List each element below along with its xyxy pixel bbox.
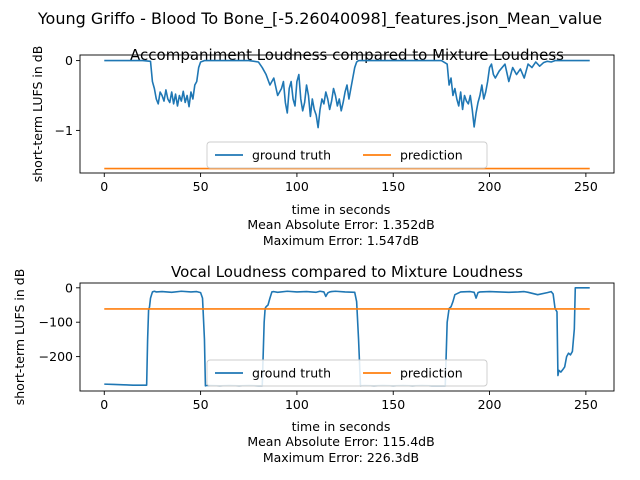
metric-text: Mean Absolute Error: 1.352dB	[247, 217, 434, 232]
x-tick-label: 250	[574, 397, 598, 412]
metric-text: Maximum Error: 1.547dB	[263, 233, 419, 248]
y-tick-label: −200	[39, 349, 73, 364]
x-tick-label: 150	[381, 179, 405, 194]
legend-label: prediction	[400, 148, 463, 163]
legend-label: prediction	[400, 366, 463, 381]
x-tick-label: 100	[285, 179, 309, 194]
x-axis-label: time in seconds	[292, 202, 391, 217]
metric-text: Mean Absolute Error: 115.4dB	[247, 434, 434, 449]
subplot-2: Vocal Loudness compared to Mixture Loudn…	[12, 263, 615, 465]
x-tick-label: 0	[100, 397, 108, 412]
metric-text: Maximum Error: 226.3dB	[263, 450, 419, 465]
legend: ground truth prediction	[206, 359, 488, 387]
x-tick-label: 50	[193, 179, 209, 194]
series-line-ground-truth	[104, 59, 590, 129]
y-tick-label: −1	[55, 123, 73, 138]
x-tick-label: 200	[478, 179, 502, 194]
y-axis-label: short-term LUFS in dB	[12, 269, 27, 406]
legend-box	[206, 141, 488, 169]
x-tick-label: 250	[574, 179, 598, 194]
legend-label: ground truth	[252, 148, 331, 163]
y-axis-label: short-term LUFS in dB	[30, 46, 45, 183]
x-tick-label: 100	[285, 397, 309, 412]
subplot-title: Vocal Loudness compared to Mixture Loudn…	[171, 263, 523, 281]
legend-box	[206, 359, 488, 387]
legend-label: ground truth	[252, 366, 331, 381]
y-tick-label: 0	[65, 280, 73, 295]
axes-frame	[79, 54, 615, 174]
figure-suptitle: Young Griffo - Blood To Bone_[-5.2604009…	[37, 9, 602, 29]
series-line-ground-truth	[104, 287, 590, 387]
x-tick-label: 150	[381, 397, 405, 412]
y-tick-label: −100	[39, 315, 73, 330]
legend: ground truth prediction	[206, 141, 488, 169]
x-tick-label: 50	[193, 397, 209, 412]
axes-frame	[79, 282, 615, 392]
x-tick-label: 0	[100, 179, 108, 194]
x-tick-label: 200	[478, 397, 502, 412]
x-axis-label: time in seconds	[292, 419, 391, 434]
y-tick-label: 0	[65, 53, 73, 68]
subplot-1: Accompaniment Loudness compared to Mixtu…	[30, 46, 615, 248]
